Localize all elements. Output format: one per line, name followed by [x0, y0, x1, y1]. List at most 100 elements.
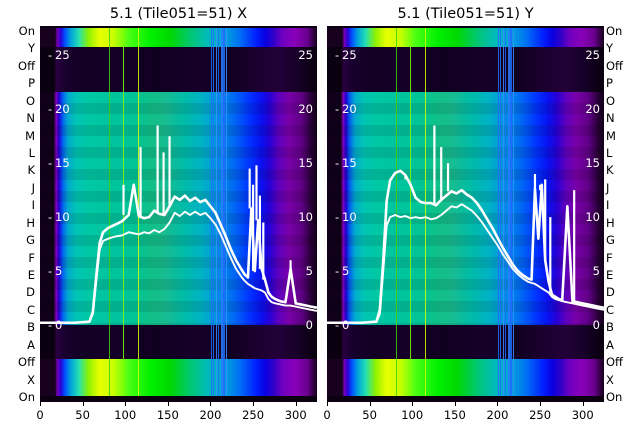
rfi-stripe: [396, 27, 397, 397]
heatmap-band: [327, 27, 604, 47]
category-tick-label: On: [606, 24, 623, 38]
category-tick-label: L: [606, 146, 613, 160]
category-tick-label: J: [31, 180, 35, 195]
x-axis-tick-label: 300: [571, 408, 594, 422]
x-axis-tick: [125, 402, 127, 406]
category-tick-label: G: [606, 233, 615, 248]
category-tick-label: G: [26, 233, 35, 248]
inner-axis-tick-label: 25: [585, 48, 600, 63]
inner-axis-tick-label: 15: [585, 156, 600, 171]
rfi-stripe: [223, 27, 225, 397]
x-axis-panel-x: 0 50 100 150 200 250 300: [36, 402, 317, 432]
x-axis-tick: [412, 402, 414, 406]
category-tick-label: K: [27, 163, 35, 178]
x-axis-panel-y: 0 50 100 150 200 250 300: [323, 402, 604, 432]
rfi-stripe: [109, 27, 110, 397]
heatmap-band: [327, 358, 604, 397]
heatmap-band: [327, 324, 604, 359]
inner-axis-tick-label: -15: [335, 156, 357, 171]
x-axis-tick: [369, 402, 371, 406]
x-axis-tick-label: 250: [242, 408, 265, 422]
x-axis-tick: [167, 402, 169, 406]
category-tick-label: I: [31, 198, 35, 213]
inner-axis-tick-label: -5: [335, 264, 350, 279]
category-axis-left: On Y Off P O N M L K J I H G F E D C B A Off X On: [4, 25, 38, 404]
category-tick-label: N: [26, 111, 35, 126]
rfi-stripe: [507, 27, 510, 397]
x-axis-tick: [210, 402, 212, 406]
trace-line: [327, 203, 604, 324]
x-axis-tick-label: 250: [529, 408, 552, 422]
heatmap-band: [40, 324, 317, 359]
category-tick-label: E: [606, 268, 614, 282]
x-axis-tick-label: 100: [401, 408, 424, 422]
category-tick-label: M: [25, 128, 35, 143]
x-axis-tick: [253, 402, 255, 406]
rfi-stripe: [500, 27, 502, 397]
inner-axis-tick-label: -10: [335, 210, 357, 225]
category-tick-label: A: [27, 337, 35, 352]
category-tick-label: P: [28, 76, 35, 91]
x-axis-tick: [82, 402, 84, 406]
rfi-stripe: [210, 27, 213, 397]
x-axis-tick-label: 150: [443, 408, 466, 422]
x-axis-tick-label: 0: [36, 408, 44, 422]
rfi-stripe: [218, 27, 220, 397]
x-axis-tick: [295, 402, 297, 406]
category-tick-label: B: [606, 320, 614, 335]
category-tick-label: C: [26, 302, 35, 317]
heatmap-band: [327, 46, 604, 92]
rfi-stripe: [226, 27, 228, 397]
category-tick-label: P: [606, 76, 613, 91]
inner-axis-tick-label: 20: [298, 102, 313, 117]
category-tick-label: H: [606, 215, 615, 230]
category-tick-label: Off: [606, 58, 623, 73]
rfi-stripe: [497, 27, 500, 397]
inner-axis-tick-label: 25: [298, 48, 313, 63]
inner-axis-tick-label: 10: [585, 210, 600, 225]
category-tick-label: D: [26, 285, 35, 300]
trace-line: [40, 183, 317, 325]
category-tick-label: O: [606, 93, 616, 108]
inner-axis-tick-label: -5: [48, 264, 63, 279]
x-axis-tick-label: 50: [362, 408, 377, 422]
trace-line: [327, 169, 604, 325]
inner-axis-tick-label: -20: [335, 102, 357, 117]
category-tick-label: Y: [27, 41, 35, 56]
category-tick-label: A: [606, 337, 614, 352]
x-axis-tick: [582, 402, 584, 406]
category-tick-label: L: [28, 146, 35, 160]
category-tick-label: F: [606, 250, 613, 265]
heatmap-panel-y[interactable]: -25 25 -20 20 -15 15 -10 10 -5 5 -0 0: [327, 26, 604, 402]
category-tick-label: I: [606, 198, 610, 213]
category-tick-label: Y: [606, 41, 614, 56]
heatmap-band: [40, 27, 317, 47]
inner-axis-tick-label: 5: [592, 264, 600, 279]
category-tick-label: Off: [18, 355, 35, 370]
category-tick-label: J: [606, 180, 610, 195]
inner-axis-tick-label: 10: [298, 210, 313, 225]
x-axis-tick-label: 150: [156, 408, 179, 422]
category-tick-label: C: [606, 302, 615, 317]
category-tick-label: On: [606, 390, 623, 404]
category-tick-label: D: [606, 285, 615, 300]
rfi-stripe: [220, 27, 223, 397]
rfi-stripe: [513, 27, 515, 397]
category-tick-label: X: [27, 372, 35, 387]
category-tick-label: H: [26, 215, 35, 230]
x-axis-tick: [40, 402, 41, 406]
category-tick-label: M: [606, 128, 616, 143]
inner-axis-tick-label: 5: [305, 264, 313, 279]
heatmap-panel-x[interactable]: -25 25 -20 20 -15 15 -10 10 -5 5 -0 0: [40, 26, 317, 402]
inner-axis-tick-label: 20: [585, 102, 600, 117]
inner-axis-tick-label: 0: [592, 317, 600, 332]
heatmap-band: [40, 46, 317, 92]
category-tick-label: On: [18, 390, 35, 404]
category-tick-label: Off: [18, 58, 35, 73]
inner-axis-tick-label: -15: [48, 156, 70, 171]
x-axis-tick: [540, 402, 542, 406]
category-tick-label: F: [28, 250, 35, 265]
x-axis-tick-label: 300: [284, 408, 307, 422]
rfi-stripe: [425, 27, 427, 397]
rfi-stripe: [510, 27, 512, 397]
